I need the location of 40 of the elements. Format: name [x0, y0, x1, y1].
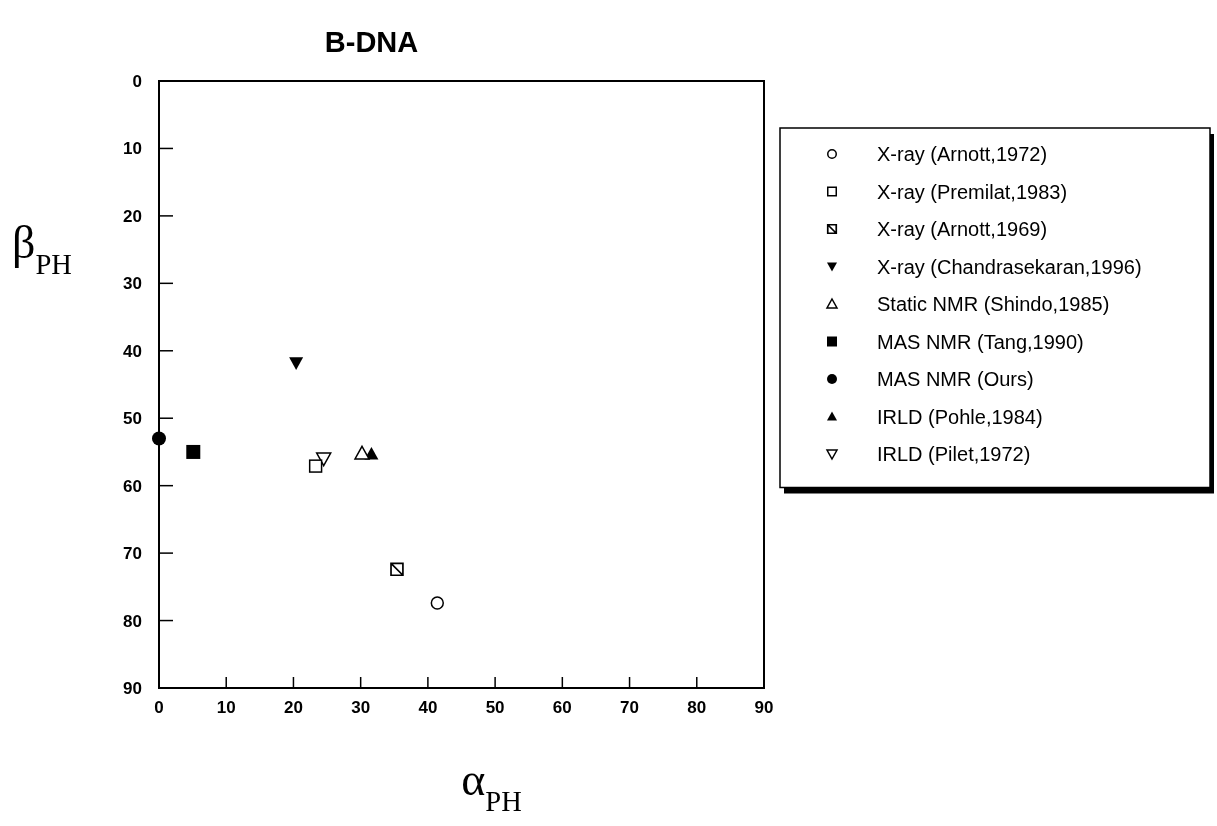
- x-tick-label: 10: [216, 698, 236, 717]
- legend-label: X-ray (Arnott,1972): [877, 143, 1048, 165]
- y-tick-label: 50: [123, 409, 142, 429]
- point: [186, 444, 201, 459]
- point: [308, 459, 323, 473]
- x-axis-title: α$_{PH}$: [461, 754, 522, 817]
- point: [289, 357, 304, 370]
- y-tick-label: 10: [123, 139, 142, 159]
- x-tick-label: 40: [418, 698, 438, 717]
- point: [390, 562, 404, 577]
- point: [354, 445, 370, 460]
- y-tick-label: 40: [123, 341, 142, 361]
- x-tick-label: 90: [754, 698, 774, 717]
- y-tick-label: 80: [123, 611, 142, 631]
- x-tick-label: 80: [687, 698, 707, 717]
- y-tick-label: 70: [123, 544, 142, 564]
- point: [152, 431, 166, 446]
- point: [315, 452, 332, 467]
- legend-label: Static NMR (Shindo,1985): [877, 293, 1110, 315]
- point: [430, 596, 444, 610]
- legend-label: X-ray (Premilat,1983): [877, 180, 1068, 203]
- x-tick-label: 30: [351, 698, 371, 717]
- x-tick-label: 60: [552, 698, 572, 717]
- y-tick-label: 0: [132, 72, 142, 91]
- x-tick-label: 20: [283, 698, 303, 717]
- chart-title: B-DNA: [324, 26, 419, 58]
- legend-label: X-ray (Arnott,1969): [877, 218, 1048, 240]
- x-tick-label: 0: [154, 698, 164, 717]
- y-axis-title: β$_{PH}$: [12, 217, 72, 280]
- y-tick-label: 30: [123, 274, 142, 294]
- x-tick-label: 50: [485, 698, 505, 717]
- y-tick-label: 20: [123, 206, 142, 226]
- y-tick-label: 90: [123, 679, 142, 698]
- legend-label: IRLD (Pilet,1972): [877, 443, 1031, 465]
- legend-label: IRLD (Pohle,1984): [877, 405, 1043, 428]
- legend-label: MAS NMR (Ours): [877, 368, 1034, 390]
- legend-label: MAS NMR (Tang,1990): [877, 330, 1084, 353]
- legend-label: X-ray (Chandrasekaran,1996): [877, 255, 1142, 278]
- y-tick-label: 60: [123, 476, 142, 496]
- x-tick-label: 70: [620, 698, 640, 717]
